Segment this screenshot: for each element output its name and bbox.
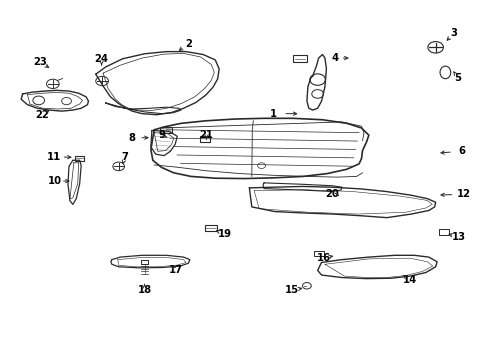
Bar — [438, 229, 448, 234]
Text: 2: 2 — [184, 39, 191, 49]
Text: 11: 11 — [47, 152, 61, 162]
Text: 1: 1 — [270, 109, 277, 119]
Bar — [75, 156, 83, 161]
Text: 12: 12 — [456, 189, 470, 199]
Text: 23: 23 — [33, 57, 46, 67]
Text: 15: 15 — [285, 285, 299, 295]
Text: 14: 14 — [402, 275, 417, 285]
Text: 5: 5 — [454, 73, 461, 83]
Text: 18: 18 — [137, 285, 151, 296]
Text: 24: 24 — [95, 54, 108, 64]
Text: 3: 3 — [450, 28, 457, 38]
Text: 19: 19 — [218, 229, 231, 239]
Text: 6: 6 — [457, 146, 464, 156]
Text: 16: 16 — [316, 253, 330, 263]
Text: 4: 4 — [330, 53, 338, 63]
Text: 10: 10 — [47, 176, 61, 186]
Text: 7: 7 — [122, 152, 128, 162]
Text: 17: 17 — [169, 265, 183, 275]
Bar — [199, 136, 210, 142]
Text: 13: 13 — [451, 232, 465, 242]
Text: 8: 8 — [128, 133, 136, 143]
Text: 22: 22 — [35, 111, 49, 121]
Bar — [204, 225, 216, 231]
Bar — [313, 251, 324, 256]
Text: 20: 20 — [325, 189, 339, 199]
Bar — [159, 127, 171, 134]
Text: 9: 9 — [158, 130, 165, 140]
Text: 21: 21 — [199, 130, 213, 140]
